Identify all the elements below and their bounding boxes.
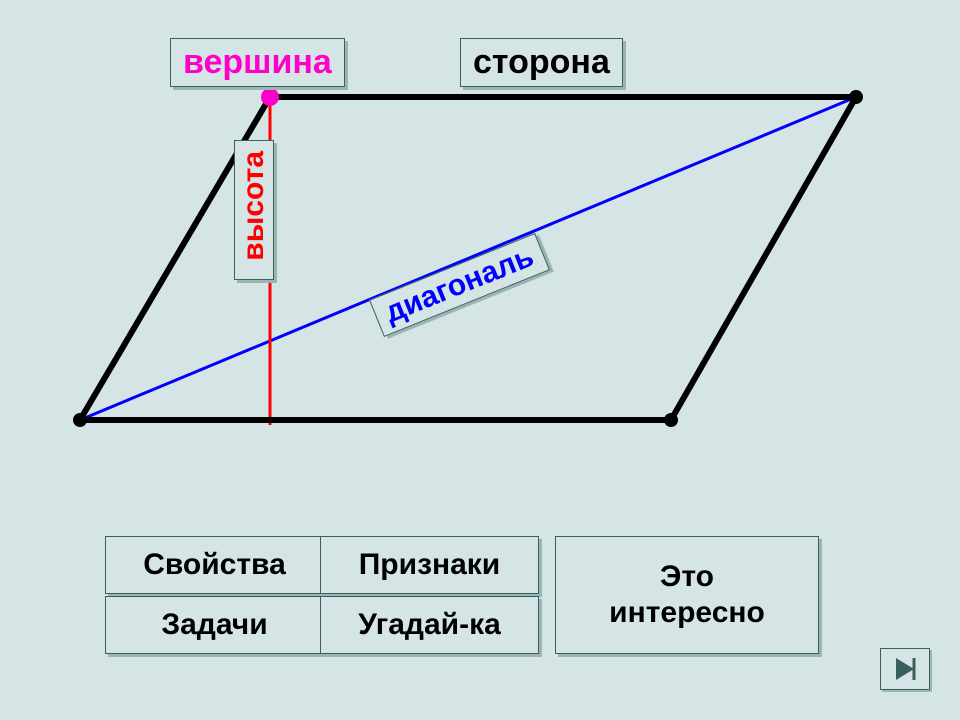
- side-label: сторона: [460, 38, 623, 87]
- vertex-highlight: [261, 88, 279, 106]
- properties-button[interactable]: Свойства: [105, 536, 324, 594]
- vertex-label-text: вершина: [183, 43, 332, 81]
- vertex-label: вершина: [170, 38, 345, 87]
- side-label-text: сторона: [473, 43, 610, 81]
- interesting-button[interactable]: Это интересно: [555, 536, 819, 654]
- altitude-label-text: высота: [237, 151, 271, 261]
- vertex-dot: [73, 413, 87, 427]
- next-button[interactable]: [880, 648, 930, 690]
- next-arrow-icon: [892, 656, 918, 682]
- properties-button-label: Свойства: [143, 548, 286, 582]
- signs-button[interactable]: Признаки: [320, 536, 539, 594]
- interesting-button-label: Это интересно: [609, 559, 765, 631]
- guess-button-label: Угадай-ка: [358, 608, 501, 642]
- vertex-dot: [849, 90, 863, 104]
- tasks-button[interactable]: Задачи: [105, 596, 324, 654]
- diagonal-line: [80, 97, 856, 420]
- vertex-dot: [664, 413, 678, 427]
- guess-button[interactable]: Угадай-ка: [320, 596, 539, 654]
- altitude-label: высота: [234, 140, 274, 280]
- signs-button-label: Признаки: [359, 548, 501, 582]
- tasks-button-label: Задачи: [161, 608, 267, 642]
